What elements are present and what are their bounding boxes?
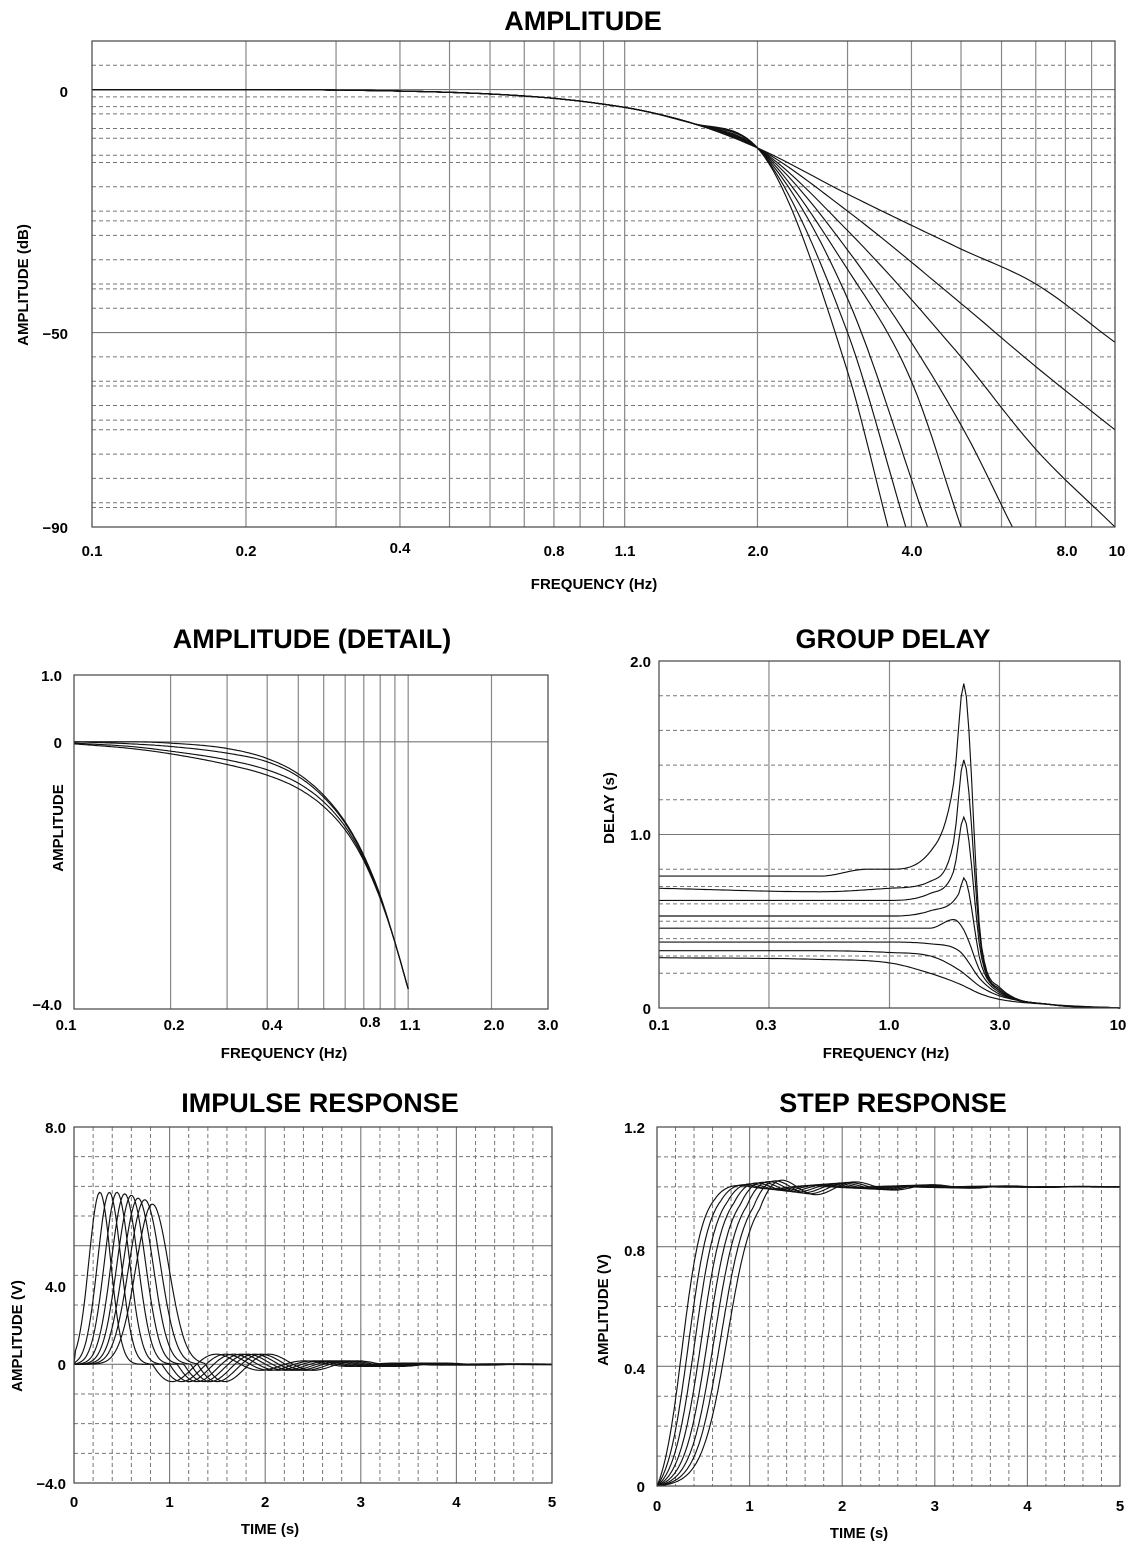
plot-frame (658, 660, 1121, 1009)
chart-title: GROUP DELAY (795, 624, 990, 654)
plot-frame (91, 40, 1116, 528)
x-tick-label: 10 (1109, 543, 1126, 560)
series-line (73, 742, 409, 990)
x-tick-label: 2.0 (484, 1017, 505, 1034)
y-tick-label: 0.8 (624, 1243, 645, 1260)
x-tick-label: 4.0 (902, 543, 923, 560)
x-tick-label: 1.1 (400, 1017, 421, 1034)
x-tick-label: 1.1 (615, 543, 636, 560)
x-tick-label: 0 (70, 1494, 78, 1511)
x-axis-label: FREQUENCY (Hz) (221, 1045, 347, 1062)
y-tick-label: 1.0 (630, 827, 651, 844)
series-line (92, 89, 889, 528)
y-tick-label: 1.0 (41, 668, 62, 685)
amplitude-chart: AMPLITUDE 0 −50 −90 0.1 0.2 0.4 0.8 1.1 … (15, 6, 1125, 593)
x-tick-label: 0.1 (649, 1017, 670, 1034)
y-tick-label: 0.4 (624, 1361, 646, 1378)
y-tick-label: 1.2 (624, 1120, 645, 1137)
y-tick-label: −50 (43, 326, 68, 343)
series-line (656, 1179, 1121, 1487)
x-tick-label: 1 (745, 1498, 753, 1515)
series-line (74, 1199, 553, 1383)
x-tick-label: 0.2 (164, 1017, 185, 1034)
chart-title: AMPLITUDE (DETAIL) (173, 624, 451, 654)
x-tick-label: 5 (1116, 1498, 1124, 1515)
x-tick-label: 5 (548, 1494, 556, 1511)
series-line (656, 1184, 1120, 1487)
y-tick-label: 4.0 (45, 1279, 66, 1296)
chart-title: IMPULSE RESPONSE (181, 1088, 459, 1118)
y-tick-label: 0 (60, 84, 68, 101)
x-tick-label: 0.1 (82, 543, 103, 560)
x-tick-label: 4 (1023, 1498, 1032, 1515)
series-line (656, 1184, 1120, 1487)
series-line (659, 683, 1121, 1009)
x-axis-label: FREQUENCY (Hz) (823, 1045, 949, 1062)
x-tick-label: 3.0 (990, 1017, 1011, 1034)
x-tick-label: 8.0 (1057, 543, 1078, 560)
x-axis-label: FREQUENCY (Hz) (531, 576, 657, 593)
y-tick-label: −90 (43, 520, 68, 537)
x-tick-label: 2.0 (748, 543, 769, 560)
series-line (656, 1181, 1120, 1487)
series-line (73, 743, 409, 990)
x-tick-label: 3 (931, 1498, 939, 1515)
y-tick-label: 0 (54, 735, 62, 752)
y-axis-label: AMPLITUDE (dB) (15, 224, 32, 346)
x-tick-label: 2 (261, 1494, 269, 1511)
x-tick-label: 3.0 (538, 1017, 559, 1034)
plot-frame (73, 1126, 553, 1484)
step-response-chart: STEP RESPONSE 1.2 0.8 0.4 0 0 1 2 3 4 5 TIME … (595, 1088, 1124, 1542)
x-tick-label: 1.0 (879, 1017, 900, 1034)
y-tick-label: −4.0 (32, 997, 62, 1014)
series-line (74, 1194, 552, 1383)
y-tick-label: −4.0 (36, 1476, 66, 1493)
series-line (74, 1197, 552, 1383)
series-line (656, 1181, 1120, 1487)
plot-frame (656, 1126, 1121, 1487)
chart-title: STEP RESPONSE (779, 1088, 1007, 1118)
x-tick-label: 0.4 (390, 540, 412, 557)
y-tick-label: 0 (637, 1479, 645, 1496)
x-axis-label: TIME (s) (830, 1525, 888, 1542)
y-tick-label: 8.0 (45, 1120, 66, 1137)
x-tick-label: 0.3 (756, 1017, 777, 1034)
x-tick-label: 2 (838, 1498, 846, 1515)
series-line (92, 89, 1013, 528)
y-tick-label: 2.0 (630, 654, 651, 671)
series-line (73, 741, 409, 990)
series-line (656, 1183, 1120, 1487)
x-tick-label: 0 (653, 1498, 661, 1515)
series-line (656, 1182, 1120, 1487)
y-axis-label: AMPLITUDE (V) (595, 1254, 612, 1366)
series-line (74, 1203, 553, 1383)
y-axis-label: AMPLITUDE (50, 784, 67, 872)
y-axis-label: AMPLITUDE (V) (9, 1280, 26, 1392)
series-line (74, 741, 409, 990)
x-axis-label: TIME (s) (241, 1521, 299, 1538)
x-tick-label: 0.1 (56, 1017, 77, 1034)
impulse-response-chart: IMPULSE RESPONSE 8.0 4.0 0 −4.0 0 1 2 3 4 5 T… (9, 1088, 556, 1538)
y-tick-label: 0 (643, 1001, 651, 1018)
amplitude-detail-chart: AMPLITUDE (DETAIL) 1.0 0 −4.0 0.1 0.2 0.… (32, 624, 558, 1062)
chart-title: AMPLITUDE (504, 6, 662, 36)
x-tick-label: 1 (165, 1494, 173, 1511)
plot-frame (73, 674, 549, 1010)
y-tick-label: 0 (58, 1357, 66, 1374)
x-tick-label: 3 (357, 1494, 365, 1511)
x-tick-label: 0.4 (262, 1017, 284, 1034)
x-tick-label: 0.2 (236, 543, 257, 560)
y-axis-label: DELAY (s) (601, 772, 618, 844)
x-tick-label: 0.8 (544, 543, 565, 560)
x-tick-label: 10 (1110, 1017, 1127, 1034)
series-line (656, 1180, 1120, 1487)
x-tick-label: 0.8 (360, 1014, 381, 1031)
x-tick-label: 4 (452, 1494, 461, 1511)
group-delay-chart: GROUP DELAY 2.0 1.0 0 0.1 0.3 1.0 3.0 10… (601, 624, 1126, 1062)
